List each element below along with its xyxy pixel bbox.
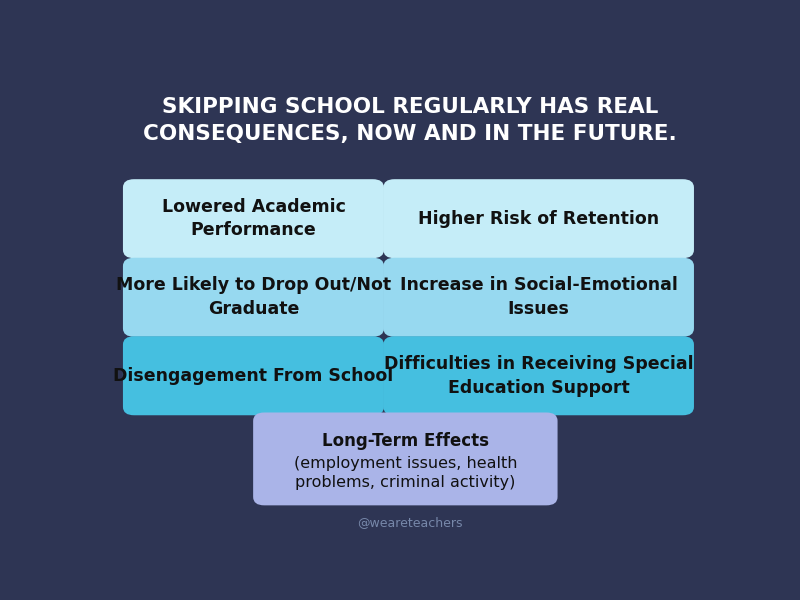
FancyBboxPatch shape — [123, 258, 384, 337]
FancyBboxPatch shape — [383, 258, 694, 337]
Text: Long-Term Effects: Long-Term Effects — [322, 433, 489, 451]
Text: Increase in Social-Emotional
Issues: Increase in Social-Emotional Issues — [400, 277, 678, 318]
Text: SKIPPING SCHOOL REGULARLY HAS REAL
CONSEQUENCES, NOW AND IN THE FUTURE.: SKIPPING SCHOOL REGULARLY HAS REAL CONSE… — [143, 97, 677, 144]
Text: More Likely to Drop Out/Not
Graduate: More Likely to Drop Out/Not Graduate — [116, 277, 391, 318]
FancyBboxPatch shape — [253, 412, 558, 505]
Text: @weareteachers: @weareteachers — [358, 516, 462, 529]
Text: (employment issues, health
problems, criminal activity): (employment issues, health problems, cri… — [294, 456, 517, 490]
FancyBboxPatch shape — [383, 179, 694, 258]
FancyBboxPatch shape — [123, 336, 384, 415]
Text: Lowered Academic
Performance: Lowered Academic Performance — [162, 198, 346, 239]
Text: Disengagement From School: Disengagement From School — [114, 367, 394, 385]
FancyBboxPatch shape — [383, 336, 694, 415]
Text: Higher Risk of Retention: Higher Risk of Retention — [418, 209, 659, 227]
FancyBboxPatch shape — [123, 179, 384, 258]
Text: Difficulties in Receiving Special
Education Support: Difficulties in Receiving Special Educat… — [384, 355, 694, 397]
